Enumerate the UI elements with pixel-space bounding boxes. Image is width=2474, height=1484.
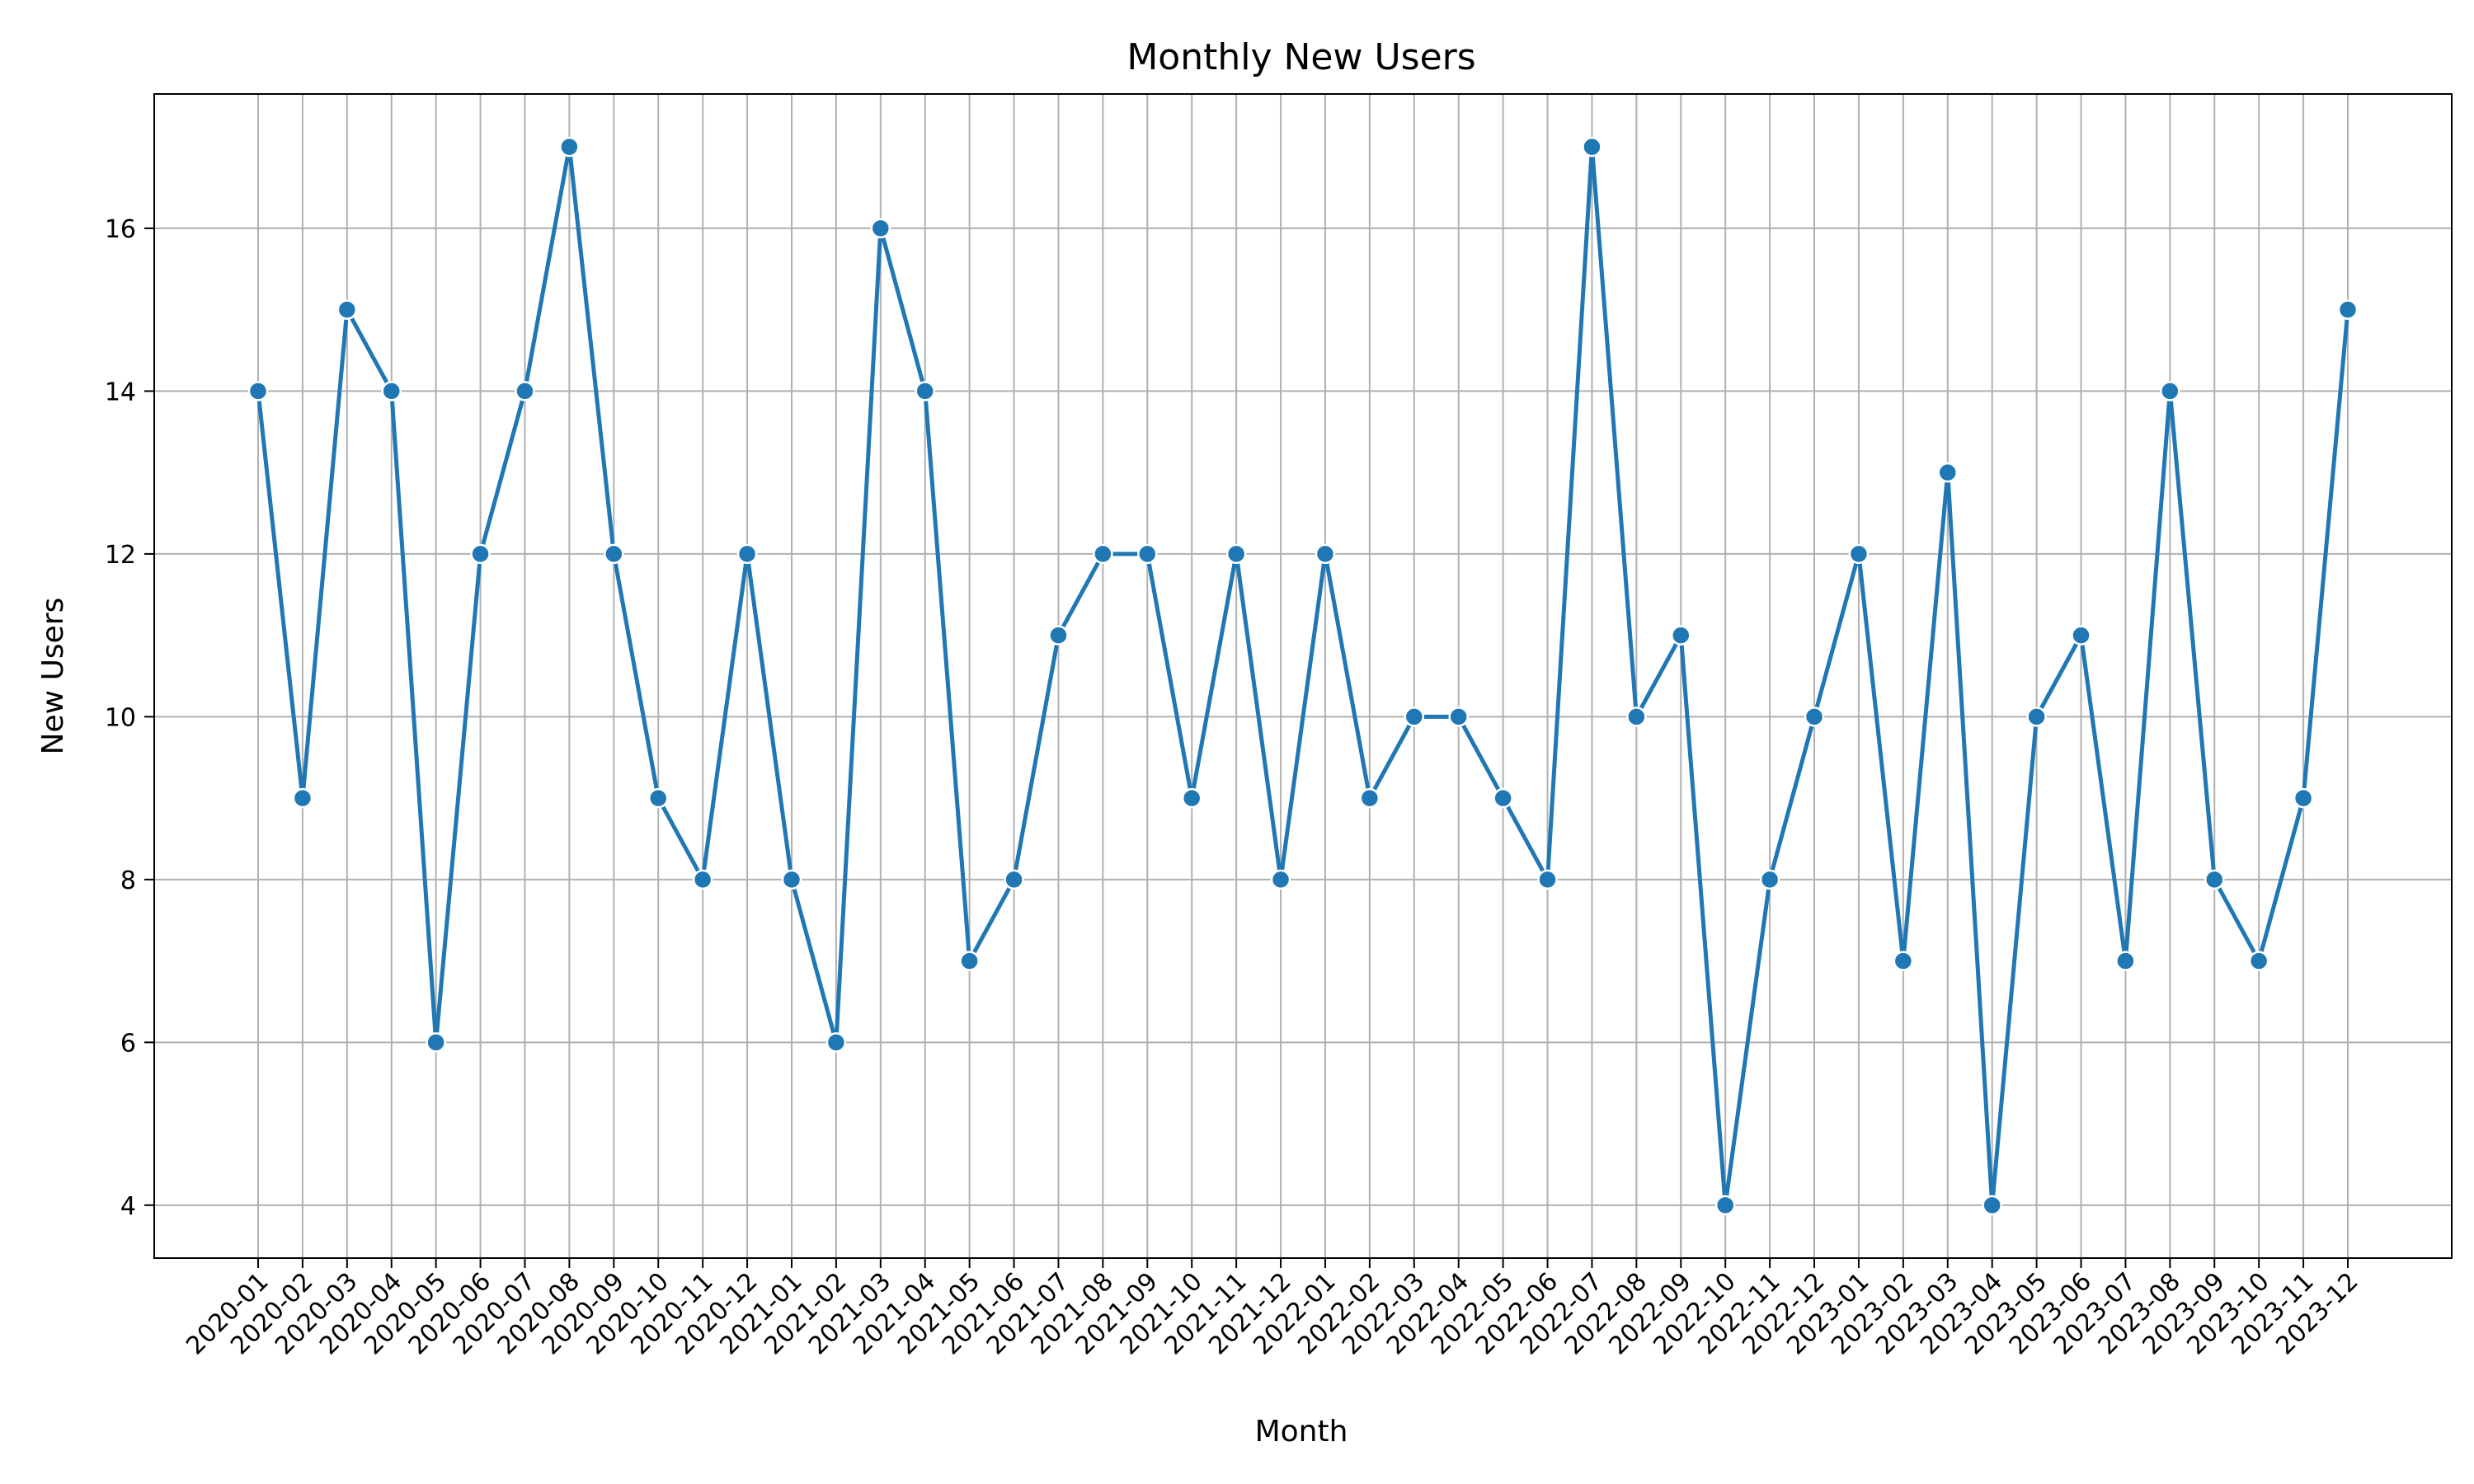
x-axis-title: Month bbox=[1255, 1415, 1348, 1449]
data-point bbox=[336, 299, 358, 320]
data-point bbox=[2337, 299, 2359, 320]
y-axis-title: New Users bbox=[36, 598, 70, 755]
data-point bbox=[1937, 462, 1959, 483]
series-new-users bbox=[247, 136, 2359, 1216]
data-point bbox=[647, 787, 669, 809]
data-point bbox=[692, 869, 713, 890]
data-point bbox=[2115, 951, 2136, 971]
data-point bbox=[1582, 136, 1602, 157]
data-point bbox=[1181, 787, 1202, 809]
data-point bbox=[1893, 951, 1914, 971]
data-point bbox=[1448, 707, 1469, 727]
data-point bbox=[1093, 543, 1113, 565]
chart-title: Monthly New Users bbox=[1126, 36, 1475, 78]
data-point bbox=[1315, 543, 1336, 565]
data-point bbox=[1626, 707, 1647, 727]
data-point bbox=[2026, 707, 2047, 727]
data-point bbox=[915, 381, 935, 402]
data-point bbox=[736, 543, 758, 565]
data-point bbox=[870, 218, 891, 239]
data-point bbox=[381, 381, 402, 402]
data-point bbox=[426, 1032, 446, 1053]
data-point bbox=[292, 787, 313, 809]
data-point bbox=[1404, 707, 1425, 727]
data-point bbox=[247, 381, 269, 402]
y-tick-label: 14 bbox=[105, 378, 136, 406]
plot-frame bbox=[153, 93, 2453, 1259]
data-point bbox=[959, 951, 980, 971]
data-point bbox=[1804, 707, 1825, 727]
data-point bbox=[1671, 625, 1691, 646]
data-point bbox=[2071, 625, 2091, 646]
data-point bbox=[1048, 625, 1069, 646]
y-tick-label: 8 bbox=[120, 866, 136, 895]
y-tick-label: 16 bbox=[105, 215, 136, 244]
data-point bbox=[1537, 869, 1558, 890]
data-point bbox=[781, 869, 802, 890]
data-point bbox=[1982, 1195, 2002, 1216]
y-tick-label: 6 bbox=[120, 1029, 136, 1058]
y-tick-label: 4 bbox=[120, 1192, 136, 1221]
data-point bbox=[1848, 543, 1870, 565]
y-tick-label: 12 bbox=[105, 541, 136, 570]
y-tick-label: 10 bbox=[105, 703, 136, 732]
data-point bbox=[1004, 869, 1024, 890]
data-point bbox=[825, 1032, 847, 1053]
data-point bbox=[1714, 1195, 1736, 1216]
data-point bbox=[1493, 787, 1513, 809]
y-axis-ticks: 4 6 8 10 12 14 16 bbox=[105, 215, 154, 1221]
data-point bbox=[604, 543, 624, 565]
data-point bbox=[2204, 869, 2225, 890]
data-point bbox=[1759, 869, 1780, 890]
y-gridlines bbox=[154, 227, 2452, 1206]
data-point bbox=[1225, 543, 1247, 565]
data-point bbox=[1137, 543, 1158, 565]
data-point bbox=[2293, 787, 2314, 809]
data-point bbox=[1359, 787, 1380, 809]
data-point bbox=[515, 381, 535, 402]
series-line bbox=[256, 144, 2350, 1208]
data-point bbox=[470, 543, 491, 565]
data-point bbox=[1270, 869, 1291, 890]
x-gridlines bbox=[257, 94, 2349, 1258]
data-point bbox=[2160, 381, 2180, 402]
data-point bbox=[2248, 951, 2269, 971]
data-point bbox=[559, 136, 580, 157]
